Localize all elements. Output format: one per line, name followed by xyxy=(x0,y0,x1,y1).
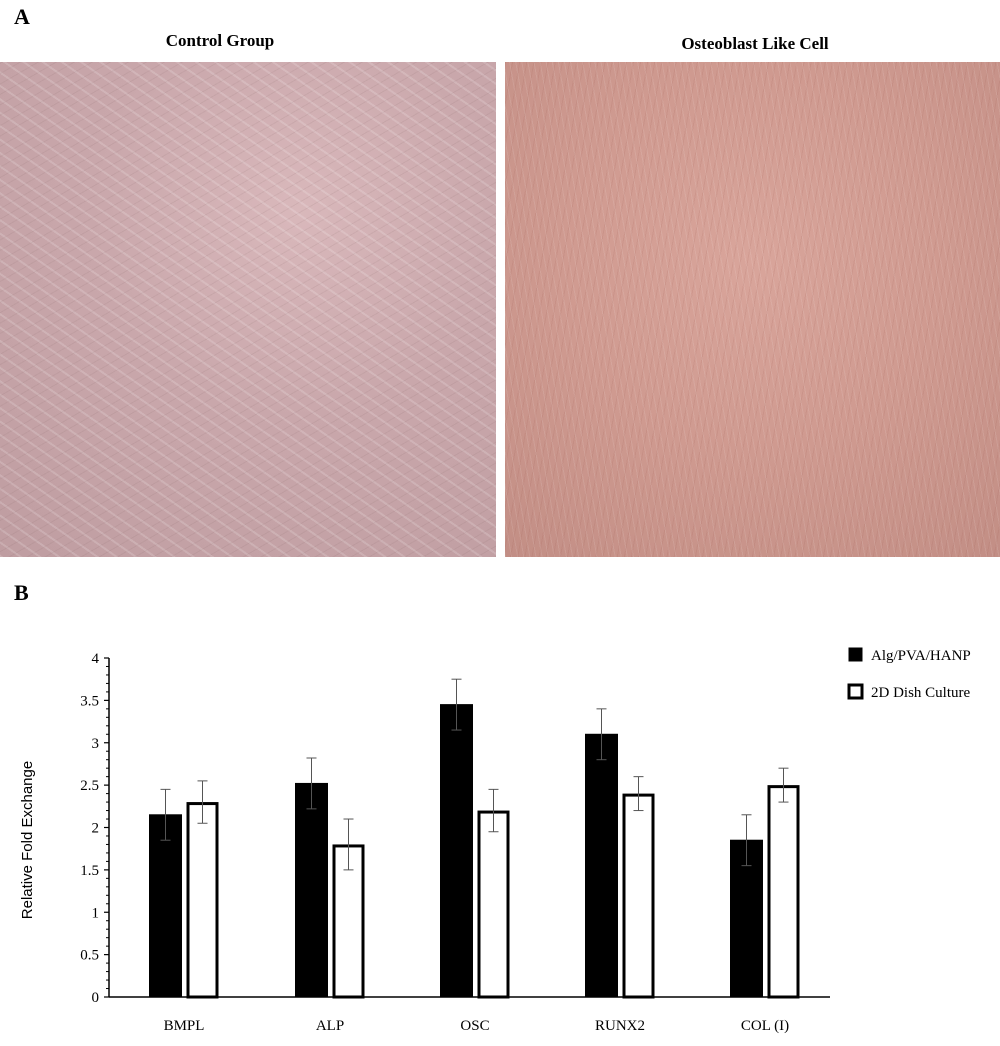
bar-chart: 0 0.5 1 1.5 2 2.5 3 3.5 4 BMPL ALP OSC RUNX2 COL (I)… xyxy=(19,647,971,1034)
category-label: ALP xyxy=(316,1018,344,1034)
y-tick-label: 4 xyxy=(92,651,100,667)
panel-a-label: A xyxy=(14,4,30,29)
bar-2d-dish-culture xyxy=(622,793,655,999)
bar-2d-dish-culture xyxy=(477,810,510,999)
x-axis: BMPL ALP OSC RUNX2 COL (I) xyxy=(109,996,830,1034)
category-label: RUNX2 xyxy=(595,1018,645,1034)
bars xyxy=(149,704,800,999)
legend: Alg/PVA/HANP 2D Dish Culture xyxy=(847,647,971,701)
panel-b-label: B xyxy=(14,580,29,605)
y-axis: 0 0.5 1 1.5 2 2.5 3 3.5 4 xyxy=(80,651,110,1006)
bar-2d-dish-culture xyxy=(767,785,800,999)
osteoblast-title: Osteoblast Like Cell xyxy=(681,34,829,53)
legend-swatch xyxy=(847,683,864,700)
legend-swatch xyxy=(848,647,863,662)
y-tick-label: 3 xyxy=(92,736,100,752)
bar-alg-pva-hanp xyxy=(440,704,473,998)
legend-label: Alg/PVA/HANP xyxy=(871,648,971,664)
y-tick-label: 2 xyxy=(92,821,100,837)
bar-alg-pva-hanp xyxy=(149,814,182,998)
control-group-title: Control Group xyxy=(165,31,275,50)
category-label: COL (I) xyxy=(741,1018,789,1034)
y-tick-label: 1.5 xyxy=(80,863,99,879)
y-tick-label: 0 xyxy=(92,990,100,1006)
y-tick-label: 2.5 xyxy=(80,778,99,794)
legend-label: 2D Dish Culture xyxy=(871,685,971,701)
category-label: BMPL xyxy=(164,1018,205,1034)
y-tick-label: 3.5 xyxy=(80,693,99,709)
category-label: OSC xyxy=(460,1018,489,1034)
y-tick-label: 1 xyxy=(92,905,100,921)
control-group-micrograph xyxy=(0,62,496,557)
osteoblast-micrograph xyxy=(505,62,1000,557)
y-axis-label: Relative Fold Exchange xyxy=(19,761,36,919)
bar-2d-dish-culture xyxy=(186,802,219,999)
y-tick-label: 0.5 xyxy=(80,948,99,964)
bar-alg-pva-hanp xyxy=(585,733,618,998)
error-bars xyxy=(160,678,789,871)
bar-alg-pva-hanp xyxy=(295,782,328,998)
